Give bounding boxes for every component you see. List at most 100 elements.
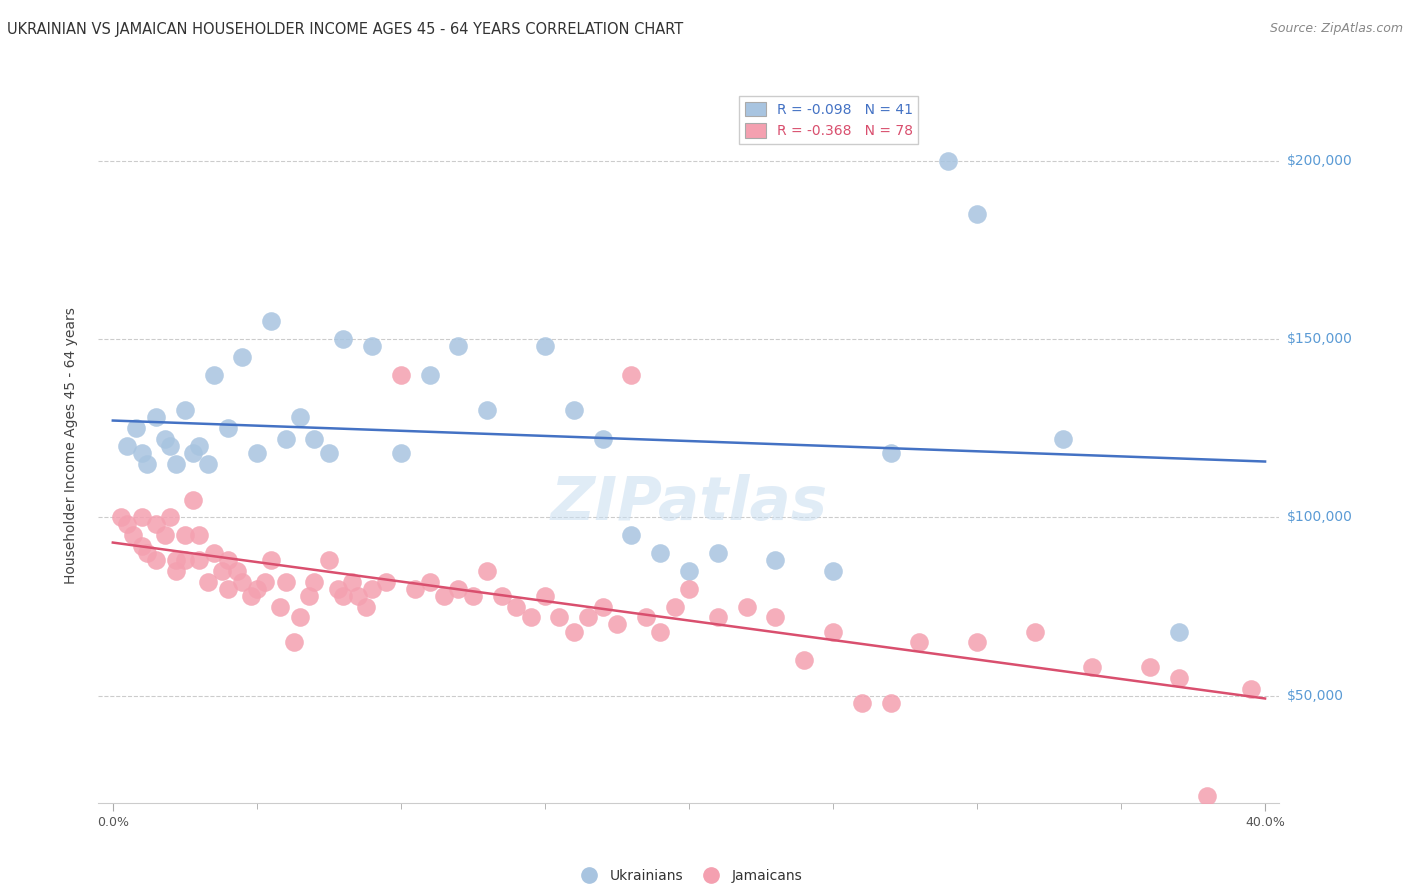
Point xyxy=(197,457,219,471)
Point xyxy=(274,432,297,446)
Point xyxy=(447,582,470,596)
Point xyxy=(592,599,614,614)
Point xyxy=(298,589,321,603)
Point xyxy=(419,574,441,589)
Point xyxy=(763,553,786,567)
Point xyxy=(447,339,470,353)
Point xyxy=(650,546,672,560)
Point xyxy=(534,339,557,353)
Point xyxy=(240,589,263,603)
Point xyxy=(1167,671,1189,685)
Point xyxy=(1052,432,1074,446)
Text: Source: ZipAtlas.com: Source: ZipAtlas.com xyxy=(1270,22,1403,36)
Point xyxy=(908,635,931,649)
Point xyxy=(664,599,686,614)
Point xyxy=(165,457,187,471)
Point xyxy=(122,528,145,542)
Point xyxy=(879,446,901,460)
Point xyxy=(606,617,628,632)
Point xyxy=(254,574,277,589)
Point xyxy=(283,635,305,649)
Point xyxy=(404,582,426,596)
Point xyxy=(260,553,283,567)
Point xyxy=(678,564,700,578)
Point xyxy=(678,582,700,596)
Text: $150,000: $150,000 xyxy=(1286,332,1353,346)
Point xyxy=(115,439,138,453)
Point xyxy=(159,510,181,524)
Point xyxy=(505,599,527,614)
Point xyxy=(332,589,354,603)
Point xyxy=(188,553,211,567)
Text: $200,000: $200,000 xyxy=(1286,153,1353,168)
Point xyxy=(620,528,643,542)
Point xyxy=(131,510,153,524)
Point xyxy=(217,421,239,435)
Point xyxy=(461,589,484,603)
Point xyxy=(145,517,167,532)
Point xyxy=(246,446,269,460)
Point xyxy=(246,582,269,596)
Point xyxy=(534,589,557,603)
Point xyxy=(340,574,363,589)
Text: UKRAINIAN VS JAMAICAN HOUSEHOLDER INCOME AGES 45 - 64 YEARS CORRELATION CHART: UKRAINIAN VS JAMAICAN HOUSEHOLDER INCOME… xyxy=(7,22,683,37)
Point xyxy=(1024,624,1046,639)
Point xyxy=(183,446,205,460)
Point xyxy=(1240,681,1263,696)
Point xyxy=(136,457,159,471)
Point xyxy=(131,539,153,553)
Y-axis label: Householder Income Ages 45 - 64 years: Householder Income Ages 45 - 64 years xyxy=(63,308,77,584)
Point xyxy=(491,589,513,603)
Point xyxy=(131,446,153,460)
Point xyxy=(1197,789,1219,803)
Point xyxy=(1139,660,1161,674)
Point xyxy=(115,517,138,532)
Point xyxy=(389,368,412,382)
Point xyxy=(576,610,599,624)
Point xyxy=(304,574,326,589)
Point xyxy=(125,421,148,435)
Point xyxy=(269,599,291,614)
Point xyxy=(634,610,657,624)
Point xyxy=(288,610,311,624)
Point xyxy=(326,582,349,596)
Point xyxy=(706,610,728,624)
Point xyxy=(153,432,176,446)
Point xyxy=(274,574,297,589)
Point xyxy=(361,582,384,596)
Point xyxy=(288,410,311,425)
Point xyxy=(620,368,643,382)
Point xyxy=(936,153,959,168)
Point xyxy=(318,553,340,567)
Point xyxy=(562,403,585,417)
Point xyxy=(165,553,187,567)
Point xyxy=(477,403,499,417)
Point xyxy=(173,403,195,417)
Point xyxy=(477,564,499,578)
Text: ZIPatlas: ZIPatlas xyxy=(550,474,828,533)
Point xyxy=(562,624,585,639)
Point xyxy=(1081,660,1104,674)
Point xyxy=(821,564,844,578)
Point xyxy=(419,368,441,382)
Point xyxy=(318,446,340,460)
Point xyxy=(879,696,901,710)
Point xyxy=(165,564,187,578)
Point xyxy=(346,589,368,603)
Point xyxy=(851,696,873,710)
Point xyxy=(110,510,132,524)
Point xyxy=(1167,624,1189,639)
Point xyxy=(304,432,326,446)
Point xyxy=(356,599,378,614)
Point xyxy=(188,528,211,542)
Point xyxy=(145,410,167,425)
Point xyxy=(225,564,247,578)
Point xyxy=(966,635,988,649)
Text: $100,000: $100,000 xyxy=(1286,510,1353,524)
Point xyxy=(966,207,988,221)
Text: $50,000: $50,000 xyxy=(1286,689,1344,703)
Point xyxy=(433,589,456,603)
Point xyxy=(519,610,541,624)
Point xyxy=(202,368,225,382)
Point xyxy=(260,314,283,328)
